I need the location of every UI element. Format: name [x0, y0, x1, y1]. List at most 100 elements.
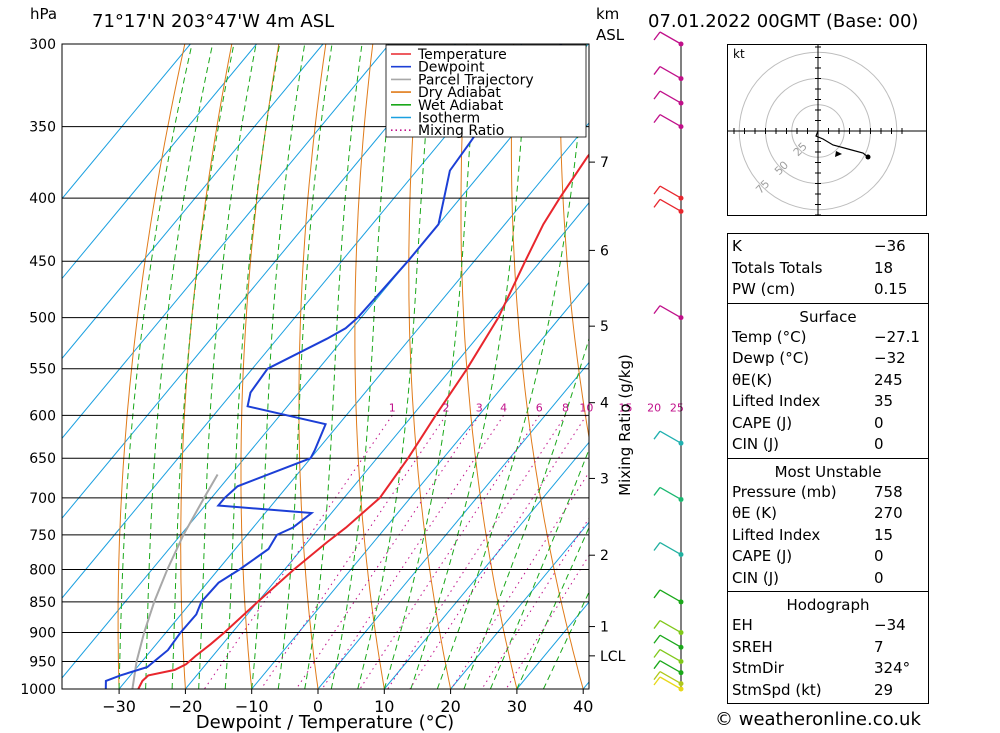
- parcel-trajectory-line: [131, 474, 219, 689]
- surface-index-value: 35: [874, 392, 894, 410]
- wind-barb-flag: [653, 185, 661, 195]
- wind-barb-flag: [653, 66, 661, 75]
- mixing-ratio-line: [387, 415, 566, 689]
- wind-barb-dot: [678, 630, 684, 636]
- legend-entry: Isotherm: [418, 111, 480, 127]
- wind-barb: [659, 31, 682, 45]
- surface-index-row: Lifted Index 35: [732, 391, 924, 413]
- km-tick-label: 1: [600, 620, 609, 636]
- basic-index-row: K −36: [732, 236, 924, 258]
- pressure-tick-label: 850: [29, 595, 56, 611]
- wind-barb: [659, 90, 682, 104]
- hodograph-index-label: StmSpd (kt): [732, 680, 822, 699]
- basic-index-value: −36: [874, 237, 906, 255]
- temp-tick-label: 40: [573, 697, 593, 716]
- temp-tick-label: 20: [440, 697, 460, 716]
- wind-barb-flag: [653, 676, 661, 686]
- wind-barb-flag: [653, 90, 661, 100]
- surface-index-row: CAPE (J) 0: [732, 413, 924, 435]
- most-unstable-index-label: θE (K): [732, 504, 777, 522]
- hodograph-trace: [815, 130, 869, 158]
- wind-barb-flag: [653, 660, 661, 670]
- wet-adiabat-line: [489, 448, 589, 689]
- storm-motion-marker: [835, 151, 842, 157]
- wind-barb: [659, 676, 682, 690]
- most-unstable-index-value: 15: [874, 525, 894, 544]
- pressure-tick-label: 700: [29, 491, 56, 507]
- pressure-tick-label: 750: [29, 528, 56, 544]
- wet-adiabat-line: [463, 336, 589, 689]
- isotherm-line: [62, 44, 390, 440]
- pressure-tick-label: 900: [29, 626, 56, 642]
- most-unstable-index-value: 0: [874, 568, 884, 587]
- most-unstable-index-row: Pressure (mb) 758: [732, 482, 924, 504]
- dry-adiabat-line: [354, 44, 385, 689]
- temperature-line: [137, 153, 589, 689]
- mixing-ratio-label: 25: [670, 401, 684, 414]
- mixing-ratio-label: 8: [562, 401, 569, 414]
- wind-barb: [659, 305, 682, 319]
- pressure-tick-label: 550: [29, 362, 56, 378]
- hodograph-index-label: SREH: [732, 637, 773, 656]
- hodograph-index-value: 29: [874, 680, 894, 699]
- asl-label: ASL: [596, 26, 625, 44]
- credit-label: © weatheronline.co.uk: [715, 709, 921, 730]
- wet-adiabat-line: [516, 526, 589, 689]
- wind-barb-flag: [653, 31, 661, 41]
- most-unstable-index-value: 758: [874, 482, 903, 501]
- pressure-tick-label: 300: [29, 37, 56, 53]
- isotherm-line: [450, 521, 589, 689]
- hpa-label: hPa: [30, 5, 57, 23]
- isotherm-line: [118, 122, 589, 689]
- wind-barb-dot: [678, 440, 684, 446]
- legend-entry: Dewpoint: [418, 60, 485, 76]
- legend-entry: Wet Adiabat: [418, 98, 504, 114]
- mixing-ratio-line: [505, 554, 589, 689]
- wet-adiabat-line: [198, 44, 257, 689]
- basic-index-label: Totals Totals: [732, 258, 823, 277]
- wind-barb-dot: [678, 496, 684, 502]
- most-unstable-index-value: 270: [874, 504, 903, 522]
- temp-tick-label: −30: [102, 697, 136, 716]
- wind-barb-flag: [653, 620, 661, 629]
- surface-index-label: Dewp (°C): [732, 349, 810, 367]
- most-unstable-index-label: CAPE (J): [732, 547, 793, 565]
- indices-panel: K −36 Totals Totals 18 PW (cm) 0.15 Surface T…: [727, 233, 929, 704]
- basic-index-label: K: [732, 237, 742, 255]
- hodograph-indices-section: Hodograph EH −34 SREH 7 StmDir 324° StmSpd (kt…: [728, 592, 928, 703]
- mixing-ratio-label: 15: [619, 401, 633, 414]
- mixing-ratio-line: [409, 415, 587, 689]
- wind-barb: [659, 486, 682, 501]
- surface-index-value: −27.1: [874, 327, 920, 346]
- basic-index-row: PW (cm) 0.15: [732, 279, 924, 301]
- isotherm-line: [62, 44, 324, 360]
- dry-adiabat-line: [298, 44, 327, 689]
- wind-barb-flag: [653, 487, 661, 496]
- most-unstable-section: Most Unstable Pressure (mb) 758 θE (K) 270 L…: [728, 459, 928, 592]
- wind-barb-dot: [678, 124, 684, 130]
- wind-barb-flag: [653, 589, 661, 599]
- wind-barb-flag: [653, 671, 661, 681]
- dry-adiabat-line: [559, 44, 589, 441]
- wind-barb: [659, 619, 682, 634]
- wet-adiabat-line: [357, 44, 434, 689]
- hodograph-index-row: SREH 7: [732, 637, 924, 659]
- mixing-ratio-label: 1: [389, 401, 396, 414]
- temp-tick-label: 30: [507, 697, 527, 716]
- mixing-ratio-label: 3: [476, 401, 483, 414]
- isotherm-line: [62, 44, 191, 200]
- most-unstable-index-row: θE (K) 270: [732, 503, 924, 525]
- hodograph-index-label: StmDir: [732, 659, 784, 677]
- wind-barb: [659, 114, 682, 128]
- hodograph-panel: kt 25 50 75: [727, 44, 927, 216]
- most-unstable-index-row: CAPE (J) 0: [732, 546, 924, 568]
- pressure-tick-label: 600: [29, 408, 56, 424]
- plot-frame: [61, 43, 590, 690]
- wind-barb: [659, 660, 682, 674]
- wind-barb-dot: [678, 41, 684, 47]
- wind-barb-dot: [678, 670, 684, 676]
- wind-barb: [659, 430, 682, 444]
- wind-barb-flag: [653, 114, 661, 123]
- surface-index-row: θE(K) 245: [732, 370, 924, 392]
